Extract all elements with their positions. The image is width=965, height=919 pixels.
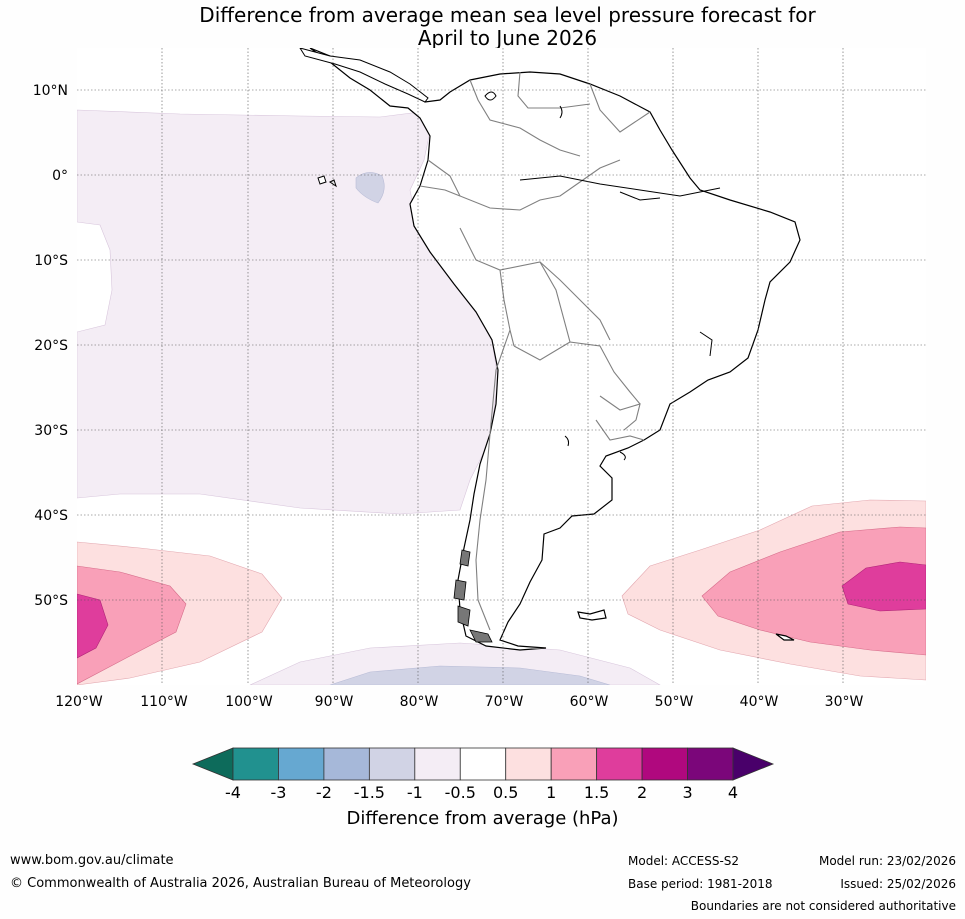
title-line-1: Difference from average mean sea level p… bbox=[199, 3, 816, 27]
lat-label: 50°S bbox=[34, 593, 68, 609]
lat-label: 20°S bbox=[34, 338, 68, 354]
gridlines bbox=[77, 48, 926, 685]
colorbar-tick-label: -1.5 bbox=[354, 783, 385, 802]
rivers-and-lakes bbox=[484, 91, 721, 461]
lon-label: 120°W bbox=[55, 694, 103, 710]
lon-label: 80°W bbox=[400, 694, 439, 710]
colorbar-tick-label: 2 bbox=[637, 783, 647, 802]
lon-label: 60°W bbox=[570, 694, 609, 710]
southern-ocean-low-1 bbox=[329, 665, 611, 685]
lat-label: 10°S bbox=[34, 253, 68, 269]
footer-model-run: Model run: 23/02/2026 bbox=[818, 854, 956, 868]
lat-label: 30°S bbox=[34, 423, 68, 439]
central-america bbox=[299, 48, 429, 103]
colorbar-segment bbox=[414, 747, 461, 781]
colorbar-tick-label: -4 bbox=[225, 783, 241, 802]
southern-pacific-high-15 bbox=[77, 593, 109, 659]
colorbar-segment bbox=[687, 747, 734, 781]
southern-pacific-high-1 bbox=[77, 565, 187, 685]
colorbar-segment bbox=[232, 747, 279, 781]
lon-label: 30°W bbox=[825, 694, 864, 710]
lat-label: 40°S bbox=[34, 508, 68, 524]
colorbar-tick-label: 4 bbox=[728, 783, 738, 802]
chile-archipelago bbox=[453, 549, 493, 643]
lat-label: 10°N bbox=[33, 83, 68, 99]
colorbar-tick-label: 1.5 bbox=[584, 783, 609, 802]
colorbar bbox=[191, 747, 775, 781]
footer-boundaries-note: Boundaries are not considered authoritat… bbox=[690, 899, 956, 913]
country-borders bbox=[419, 71, 651, 631]
lon-label: 40°W bbox=[740, 694, 779, 710]
colorbar-tick-label: -3 bbox=[270, 783, 286, 802]
falkland-islands bbox=[577, 609, 607, 621]
latitude-labels: 10°N 0° 10°S 20°S 30°S 40°S 50°S bbox=[33, 83, 68, 609]
colorbar-segment bbox=[550, 747, 598, 781]
lon-label: 90°W bbox=[315, 694, 354, 710]
footer-url[interactable]: www.bom.gov.au/climate bbox=[10, 853, 174, 868]
colorbar-tick-labels: -4 -3 -2 -1.5 -1 -0.5 0.5 1 1.5 2 3 4 bbox=[225, 783, 738, 802]
colorbar-segment bbox=[596, 747, 643, 781]
galapagos-islands bbox=[317, 175, 337, 188]
south-america-landmass bbox=[309, 48, 801, 651]
colorbar-tick-label: 1 bbox=[546, 783, 556, 802]
colorbar-extend-high bbox=[732, 747, 775, 781]
colorbar-tick-label: 3 bbox=[682, 783, 692, 802]
colorbar-tick-label: -2 bbox=[316, 783, 332, 802]
north-pacific-small-blob bbox=[355, 172, 385, 204]
anomaly-shading bbox=[77, 48, 926, 685]
colorbar-segment bbox=[278, 747, 325, 781]
colorbar-segment bbox=[323, 747, 370, 781]
lat-label: 0° bbox=[52, 168, 68, 184]
colorbar-tick-label: 0.5 bbox=[493, 783, 518, 802]
south-georgia bbox=[775, 633, 795, 641]
colorbar-tick-label: -1 bbox=[407, 783, 423, 802]
footer-issued: Issued: 25/02/2026 bbox=[840, 877, 956, 891]
colorbar-tick-label: -0.5 bbox=[445, 783, 476, 802]
lon-label: 100°W bbox=[225, 694, 273, 710]
footer-model: Model: ACCESS-S2 bbox=[628, 854, 740, 868]
footer-copyright: © Commonwealth of Australia 2026, Austra… bbox=[10, 876, 471, 891]
colorbar-label: Difference from average (hPa) bbox=[346, 808, 619, 829]
lon-label: 110°W bbox=[140, 694, 188, 710]
colorbar-segment bbox=[505, 747, 552, 781]
colorbar-extend-low bbox=[191, 747, 234, 781]
colorbar-segment bbox=[459, 747, 507, 781]
footer-base-period: Base period: 1981-2018 bbox=[628, 877, 773, 891]
title-line-2: April to June 2026 bbox=[417, 26, 598, 50]
lon-label: 70°W bbox=[485, 694, 524, 710]
colorbar-segment bbox=[368, 747, 416, 781]
colorbar-segment bbox=[641, 747, 688, 781]
longitude-labels: 120°W 110°W 100°W 90°W 80°W 70°W 60°W 50… bbox=[55, 694, 863, 710]
map-title: Difference from average mean sea level p… bbox=[0, 4, 965, 50]
lon-label: 50°W bbox=[655, 694, 694, 710]
southern-atlantic-high-15 bbox=[841, 561, 926, 612]
